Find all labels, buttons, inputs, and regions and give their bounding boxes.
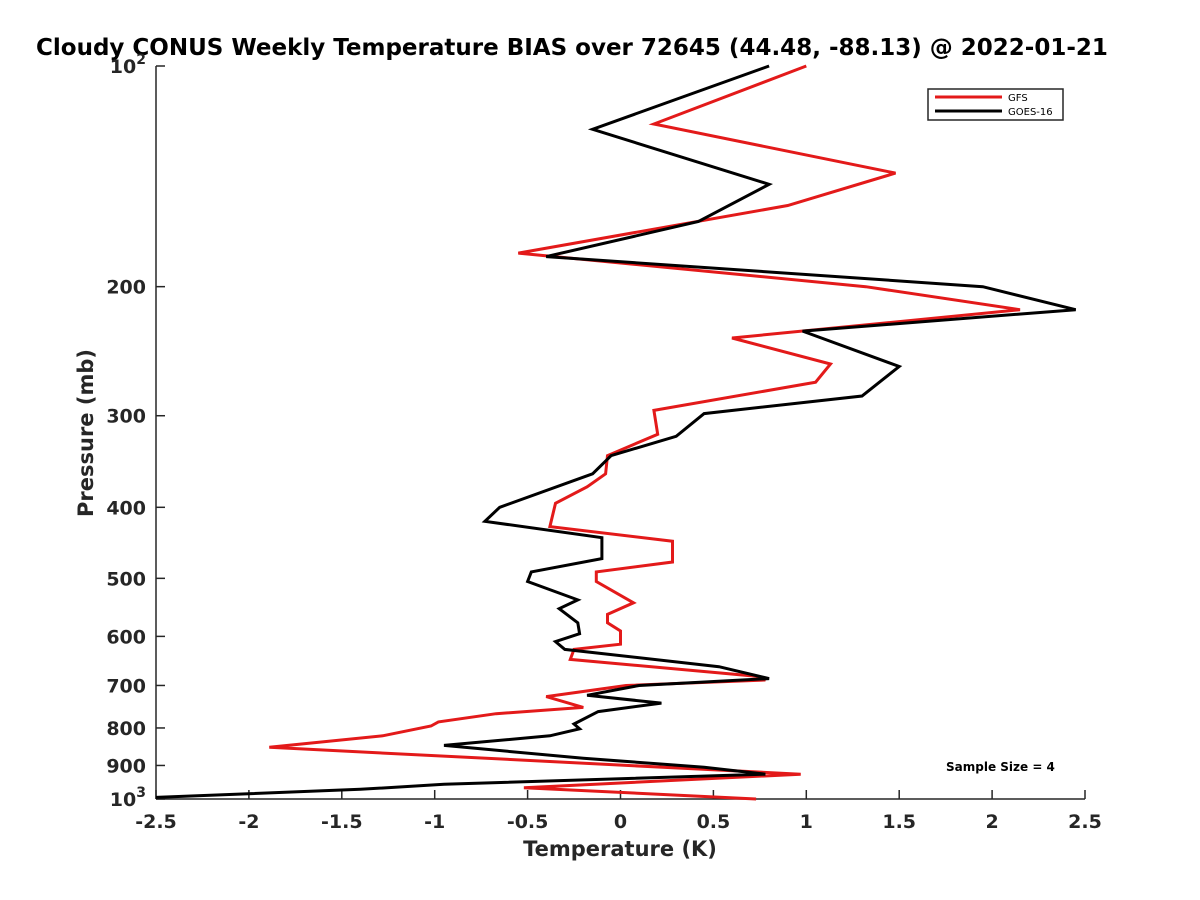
x-tick-label: 0.5 (697, 811, 731, 833)
y-tick-label: 900 (106, 755, 146, 777)
x-tick-label: 0 (614, 811, 627, 833)
x-tick-label: 2.5 (1068, 811, 1102, 833)
y-tick-label: 103 (110, 785, 146, 811)
y-tick-label: 300 (106, 406, 146, 428)
y-tick-label: 500 (106, 568, 146, 590)
legend-label: GOES-16 (1008, 107, 1053, 118)
y-tick-label: 800 (106, 718, 146, 740)
y-tick-label: 700 (106, 675, 146, 697)
y-tick-label: 102 (110, 52, 146, 78)
series-line-gfs (269, 64, 1021, 801)
series-lines (155, 64, 1077, 801)
x-tick-label: -1 (424, 811, 445, 833)
x-tick-label: 2 (985, 811, 998, 833)
legend-label: GFS (1008, 93, 1028, 104)
x-axis-label: Temperature (K) (523, 837, 717, 861)
legend: GFS GOES-16 (927, 88, 1064, 121)
x-tick-label: -1.5 (321, 811, 363, 833)
y-axis-label: Pressure (mb) (74, 349, 98, 517)
y-tick-label: 600 (106, 626, 146, 648)
chart-title: Cloudy CONUS Weekly Temperature BIAS ove… (36, 35, 1108, 61)
y-tick-label: 400 (106, 497, 146, 519)
x-tick-label: -2 (238, 811, 259, 833)
sample-size-annotation: Sample Size = 4 (946, 760, 1055, 774)
series-line-goes-16 (155, 64, 1077, 799)
x-tick-label: 1.5 (882, 811, 916, 833)
x-tick-label: -2.5 (135, 811, 177, 833)
axes: -2.5 -2 -1.5 -1 -0.5 0 0.5 1 1.5 2 2.5 102 200 300 400… (106, 52, 1102, 833)
x-tick-label: 1 (800, 811, 813, 833)
y-tick-label: 200 (106, 277, 146, 299)
x-tick-label: -0.5 (507, 811, 549, 833)
legend-box (927, 88, 1064, 121)
